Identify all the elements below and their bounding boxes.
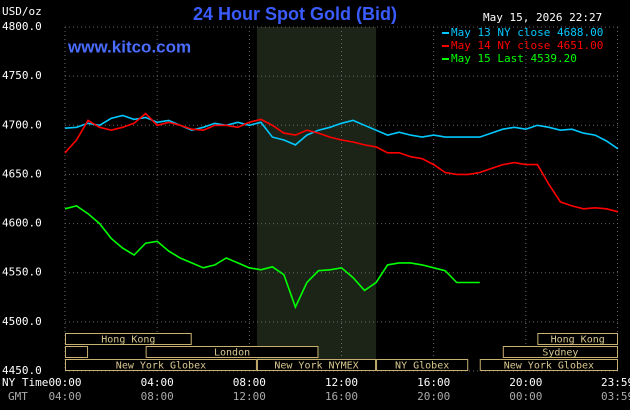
session-bar (479, 359, 618, 371)
session-bar (65, 359, 257, 371)
y-tick-label: 4450.0 (2, 364, 42, 377)
legend-label: May 15 Last 4539.20 (451, 52, 577, 65)
x-tick-label: 08:00 (233, 376, 266, 389)
watermark: www.kitco.com (67, 37, 191, 56)
legend-label: May 14 NY close 4651.00 (451, 39, 603, 52)
session-bar (145, 346, 319, 358)
timestamp: May 15, 2026 22:27 (483, 11, 602, 24)
chart-title: 24 Hour Spot Gold (Bid) (193, 4, 397, 24)
x2-tick-label: 08:00 (141, 390, 174, 403)
session-bar (256, 359, 377, 371)
x-tick-label: 12:00 (325, 376, 358, 389)
x-tick-label: 16:00 (417, 376, 450, 389)
y-tick-label: 4700.0 (2, 118, 42, 131)
session-label: Sydney (542, 348, 578, 359)
session-bar (376, 359, 469, 371)
session-bar (537, 333, 619, 345)
session-bar (65, 333, 192, 345)
x2-tick-label: 04:00 (48, 390, 81, 403)
x-tick-label: 00:00 (48, 376, 81, 389)
session-label: New York Globex (116, 361, 206, 372)
y-tick-label: 4800.0 (2, 20, 42, 33)
x-axis-label: NY Time (2, 376, 48, 389)
series-line (64, 112, 619, 213)
y-tick-label: 4500.0 (2, 315, 42, 328)
session-label: New York Globex (504, 361, 594, 372)
session-label: London (214, 348, 250, 359)
y-tick-label: 4600.0 (2, 217, 42, 230)
legend-label: May 13 NY close 4688.00 (451, 26, 603, 39)
x2-tick-label: 16:00 (325, 390, 358, 403)
shaded-region (256, 27, 377, 371)
session-label: Hong Kong (551, 335, 605, 346)
x2-tick-label: 03:59 (601, 390, 630, 403)
y-tick-label: 4750.0 (2, 69, 42, 82)
x2-tick-label: 00:00 (509, 390, 542, 403)
y-tick-label: 4550.0 (2, 266, 42, 279)
x-tick-label: 20:00 (509, 376, 542, 389)
y-axis-label: USD/oz (2, 5, 42, 18)
session-bar (65, 346, 89, 358)
y-tick-label: 4650.0 (2, 167, 42, 180)
x2-tick-label: 12:00 (233, 390, 266, 403)
x2-tick-label: 20:00 (417, 390, 450, 403)
session-label: NY Globex (395, 361, 449, 372)
session-label: New York NYMEX (274, 361, 358, 372)
session-label: Hong Kong (101, 335, 155, 346)
series-line (64, 205, 480, 310)
x2-axis-label: GMT (8, 390, 28, 403)
series-line (64, 114, 619, 150)
x-tick-label: 23:59 (601, 376, 630, 389)
session-bar (502, 346, 618, 358)
x-tick-label: 04:00 (141, 376, 174, 389)
